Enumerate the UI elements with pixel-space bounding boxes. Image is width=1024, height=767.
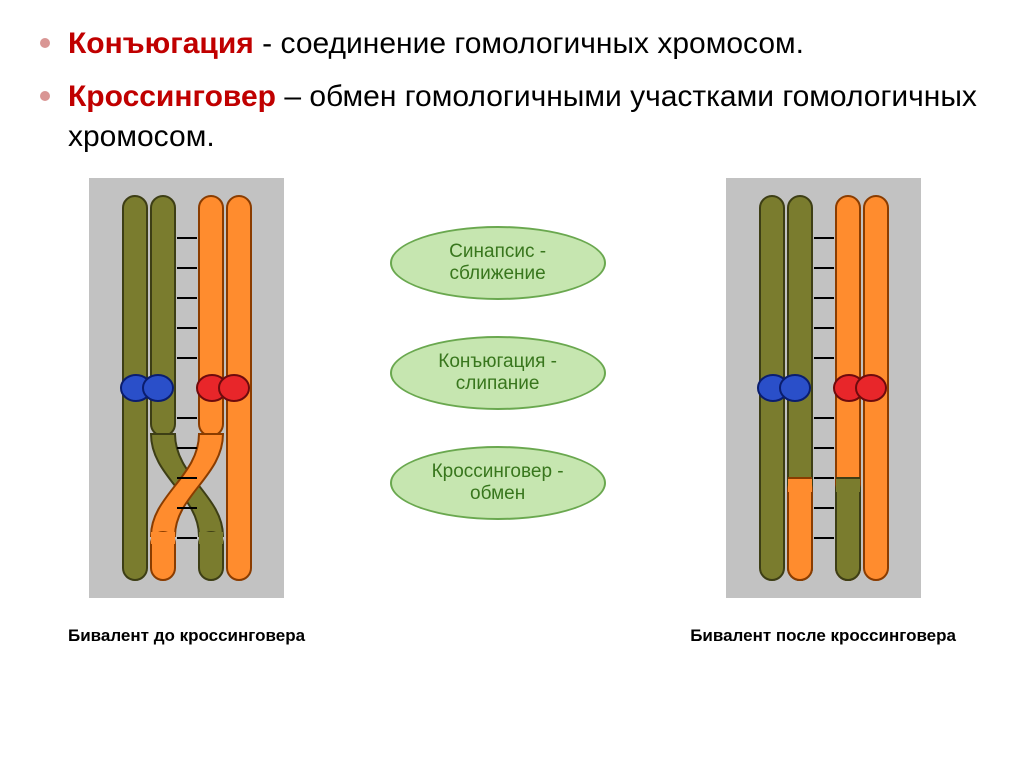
pill-conjugation: Конъюгация - слипание (390, 336, 606, 410)
bullet-list: Конъюгация - соединение гомологичных хро… (40, 24, 984, 158)
bullet-2-text: Кроссинговер – обмен гомологичными участ… (68, 77, 984, 158)
diagram-area: Бивалент до кроссинговера Синапсис - сбл… (40, 178, 984, 646)
right-panel-col: Бивалент после кроссинговера (690, 178, 956, 646)
caption-left: Бивалент до кроссинговера (68, 626, 305, 646)
pill-column: Синапсис - сближение Конъюгация - слипан… (390, 226, 606, 520)
bullet-dot-icon (40, 38, 50, 48)
bullet-1: Конъюгация - соединение гомологичных хро… (40, 24, 984, 65)
dash-2: – (276, 80, 309, 113)
pill-synapsis: Синапсис - сближение (390, 226, 606, 300)
pill-crossover: Кроссинговер - обмен (390, 446, 606, 520)
dash-1: - (254, 27, 281, 60)
bivalent-before-panel (89, 178, 284, 598)
term-2: Кроссинговер (68, 80, 276, 113)
caption-right: Бивалент после кроссинговера (690, 626, 956, 646)
bullet-dot-icon (40, 91, 50, 101)
bullet-2: Кроссинговер – обмен гомологичными участ… (40, 77, 984, 158)
bullet-1-text: Конъюгация - соединение гомологичных хро… (68, 24, 804, 65)
term-1: Конъюгация (68, 27, 254, 60)
left-panel-col: Бивалент до кроссинговера (68, 178, 305, 646)
def-1: соединение гомологичных хромосом. (281, 27, 805, 60)
bivalent-after-panel (726, 178, 921, 598)
